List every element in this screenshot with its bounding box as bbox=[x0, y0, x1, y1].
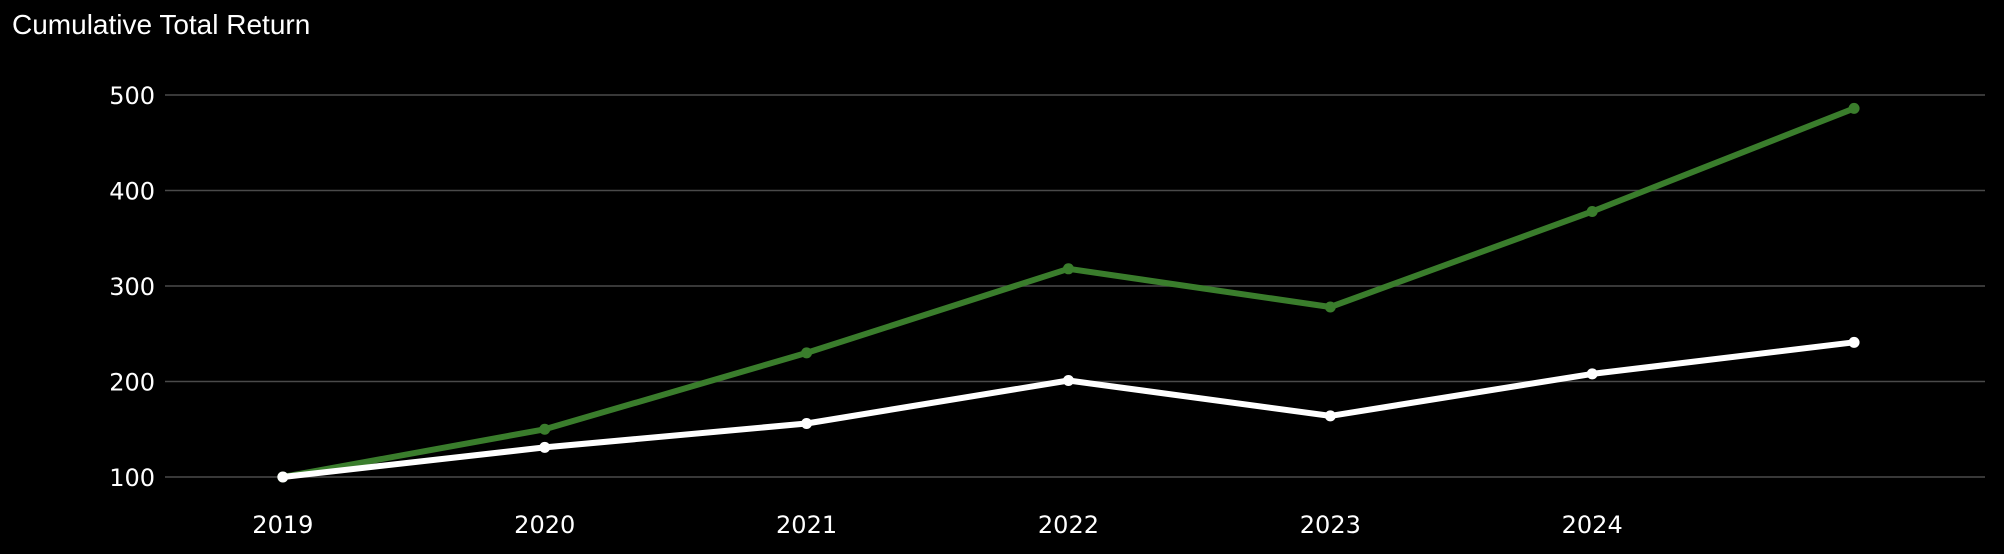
series-1 bbox=[277, 336, 1860, 483]
x-tick-label-2021: 2021 bbox=[776, 511, 837, 539]
data-point-1-6[interactable] bbox=[1848, 336, 1860, 348]
y-tick-label-100: 100 bbox=[109, 464, 155, 492]
data-point-0-4[interactable] bbox=[1324, 301, 1336, 313]
data-point-1-5[interactable] bbox=[1586, 368, 1598, 380]
x-tick-label-2022: 2022 bbox=[1038, 511, 1099, 539]
y-tick-label-400: 400 bbox=[109, 178, 155, 206]
data-point-1-3[interactable] bbox=[1062, 375, 1074, 387]
data-point-1-1[interactable] bbox=[539, 441, 551, 453]
series-lines bbox=[277, 102, 1860, 483]
chart-title: Cumulative Total Return bbox=[12, 9, 311, 40]
data-point-0-1[interactable] bbox=[539, 423, 551, 435]
y-tick-label-200: 200 bbox=[109, 369, 155, 397]
series-0 bbox=[277, 102, 1860, 483]
data-point-1-4[interactable] bbox=[1324, 410, 1336, 422]
x-tick-label-2019: 2019 bbox=[252, 511, 313, 539]
data-point-1-2[interactable] bbox=[801, 418, 813, 430]
data-point-0-6[interactable] bbox=[1848, 102, 1860, 114]
y-axis-tick-labels: 100 200 300 400 500 bbox=[109, 82, 155, 492]
y-tick-label-500: 500 bbox=[109, 82, 155, 110]
data-point-1-0[interactable] bbox=[277, 471, 289, 483]
series-line-1 bbox=[279, 339, 1858, 480]
x-tick-label-2023: 2023 bbox=[1300, 511, 1361, 539]
series-line-0 bbox=[279, 105, 1858, 480]
grid-lines bbox=[165, 94, 1985, 478]
y-tick-label-300: 300 bbox=[109, 273, 155, 301]
data-point-0-2[interactable] bbox=[801, 347, 813, 359]
x-tick-label-2024: 2024 bbox=[1562, 511, 1623, 539]
data-point-0-5[interactable] bbox=[1586, 206, 1598, 218]
x-tick-label-2020: 2020 bbox=[514, 511, 575, 539]
data-point-0-3[interactable] bbox=[1062, 263, 1074, 275]
x-axis-tick-labels: 2019 2020 2021 2022 2023 2024 bbox=[252, 511, 1622, 539]
